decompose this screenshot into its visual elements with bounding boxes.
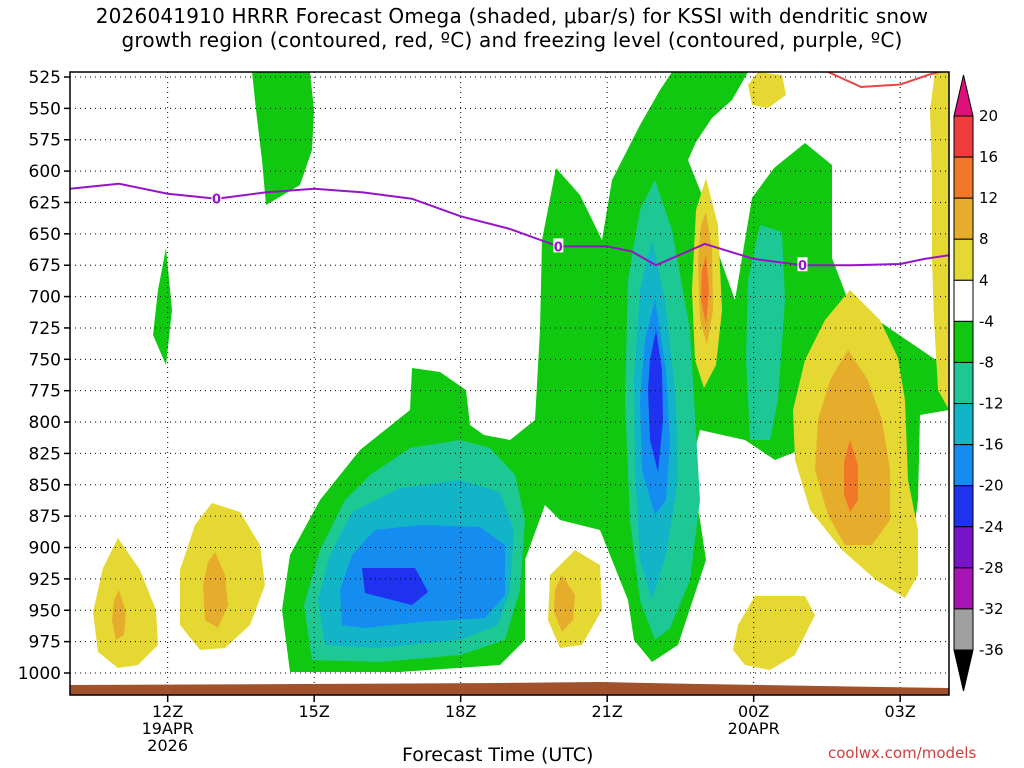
y-tick-label-850: 850 (29, 476, 61, 496)
y-tick-label-600: 600 (29, 162, 61, 182)
chart-title: 2026041910 HRRR Forecast Omega (shaded, … (0, 4, 1024, 52)
y-tick-label-925: 925 (29, 570, 61, 590)
colorbar-segment-9 (953, 485, 974, 528)
omega-region-darkblue-main (362, 568, 428, 605)
x-tick-date-24: 20APR (728, 719, 780, 738)
omega-region-gold-02z (815, 350, 890, 545)
y-tick-label-550: 550 (29, 99, 61, 119)
colorbar-segment-6 (953, 361, 974, 405)
freezing-level-labels: 0 0 0 (211, 190, 808, 274)
colorbar-segment-4 (953, 279, 974, 322)
colorbar-label-0: 20 (979, 107, 998, 125)
omega-region-orange-2230z (701, 255, 709, 325)
colorbar-segment-11 (953, 567, 974, 610)
freezing-label-bg-0 (211, 190, 222, 205)
omega-region-green-upper-left (252, 72, 314, 205)
plot-frame (69, 71, 950, 696)
y-tick-label-975: 975 (29, 633, 61, 653)
freezing-label-bg-1 (553, 238, 564, 253)
y-tick-label-750: 750 (29, 350, 61, 370)
colorbar-label-3: 8 (979, 230, 989, 248)
omega-region-teal-2330z (746, 225, 785, 440)
x-tick-date-12: 19APR (142, 719, 194, 738)
colorbar-segment-12 (953, 608, 974, 651)
chart-title-line-1: 2026041910 HRRR Forecast Omega (shaded, … (95, 4, 929, 28)
omega-region-gold-0930z (112, 590, 126, 640)
y-tick-label-1000: 1000 (18, 664, 61, 684)
colorbar-segment-0 (953, 115, 974, 158)
omega-region-yellow-right-edge (930, 72, 949, 410)
y-axis-pressure: 525 550 575 600 625 650 675 700 725 750 775 800 825 8… (18, 68, 70, 684)
freezing-label-0: 0 (212, 193, 221, 208)
colorbar-segment-1 (953, 156, 974, 199)
dendritic-snow-growth-line (825, 72, 944, 89)
x-axis-label: Forecast Time (UTC) (402, 744, 594, 766)
x-tick-label-18: 18Z (445, 702, 476, 721)
omega-region-blue-main (340, 525, 505, 628)
credit-text: coolwx.com/models (828, 744, 977, 762)
x-tick-label-24: 00Z (738, 702, 769, 721)
y-tick-label-650: 650 (29, 225, 61, 245)
colorbar-label-12: -32 (979, 600, 1004, 618)
y-tick-label-875: 875 (29, 507, 61, 527)
omega-region-yellow-0930z (93, 538, 158, 668)
y-tick-label-725: 725 (29, 319, 61, 339)
omega-region-darkblue-2130z (648, 330, 663, 472)
omega-region-orange-02z (844, 440, 858, 512)
colorbar-label-8: -16 (979, 436, 1004, 454)
omega-region-gold-2030z (554, 575, 575, 632)
colorbar-top-arrow (953, 74, 974, 117)
x-tick-year-12: 2026 (147, 736, 188, 755)
colorbar-label-6: -8 (979, 353, 994, 371)
y-tick-label-575: 575 (29, 131, 61, 151)
colorbar-segment-8 (953, 444, 974, 487)
colorbar-label-9: -20 (979, 477, 1004, 495)
freezing-label-bg-2 (797, 257, 808, 272)
colorbar-segment-5 (953, 320, 974, 363)
x-tick-label-27: 03Z (885, 702, 916, 721)
y-tick-label-775: 775 (29, 382, 61, 402)
colorbar-label-1: 16 (979, 148, 998, 166)
chart-title-line-2: growth region (contoured, red, ºC) and f… (121, 28, 903, 52)
freezing-level-line (70, 182, 949, 267)
x-tick-label-21: 21Z (592, 702, 623, 721)
y-tick-label-525: 525 (29, 68, 61, 88)
y-tick-label-700: 700 (29, 288, 61, 308)
y-tick-label-900: 900 (29, 539, 61, 559)
colorbar-label-2: 12 (979, 189, 998, 207)
colorbar-label-4: 4 (979, 271, 989, 289)
colorbar-label-10: -24 (979, 518, 1004, 536)
omega-shading (93, 72, 949, 672)
colorbar-bottom-arrow (953, 649, 974, 692)
colorbar-segment-3 (953, 238, 974, 281)
omega-region-gold-1230z (203, 552, 228, 628)
y-tick-label-625: 625 (29, 193, 61, 213)
colorbar-segment-2 (953, 197, 974, 240)
colorbar: 20 16 12 8 4 -4 -8 -12 -16 -20 -24 -28 -32 -36 (953, 74, 1004, 692)
omega-region-yellow-00z (733, 596, 815, 670)
x-tick-label-15: 15Z (299, 702, 330, 721)
colorbar-label-5: -4 (979, 312, 994, 330)
colorbar-label-11: -28 (979, 559, 1004, 577)
y-tick-label-800: 800 (29, 413, 61, 433)
y-tick-label-675: 675 (29, 256, 61, 276)
freezing-label-1: 0 (554, 240, 563, 255)
colorbar-segment-10 (953, 526, 974, 569)
colorbar-label-13: -36 (979, 641, 1004, 659)
terrain-band (70, 682, 949, 695)
colorbar-segment-7 (953, 403, 974, 446)
y-tick-label-950: 950 (29, 601, 61, 621)
x-tick-label-12: 12Z (152, 702, 183, 721)
colorbar-label-7: -12 (979, 395, 1004, 413)
y-tick-label-825: 825 (29, 444, 61, 464)
omega-region-yellow-top (748, 72, 786, 108)
freezing-label-2: 0 (798, 259, 807, 274)
